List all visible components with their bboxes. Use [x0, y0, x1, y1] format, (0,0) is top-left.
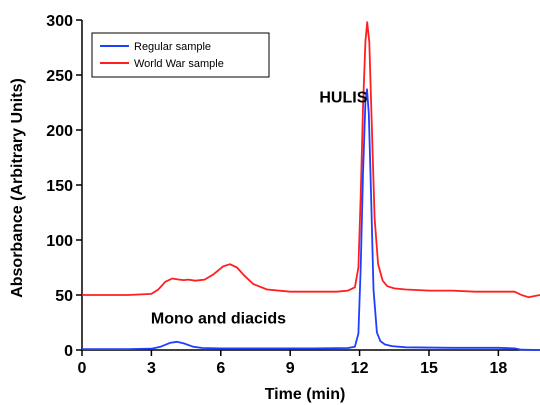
- annotations: HULIS Mono and diacids: [151, 90, 368, 328]
- legend-label-world-war: World War sample: [134, 58, 224, 70]
- annotation-hulis: HULIS: [319, 90, 367, 107]
- series-layer: [82, 21, 540, 351]
- annotation-mono-diacids: Mono and diacids: [151, 311, 286, 328]
- x-tick-label: 6: [216, 360, 225, 377]
- y-tick-label: 100: [46, 233, 73, 250]
- y-tick-label: 200: [46, 123, 73, 140]
- x-axis-title: Time (min): [265, 386, 346, 403]
- y-tick-label: 250: [46, 68, 73, 85]
- series-line-world-war: [82, 21, 540, 299]
- y-tick-label: 300: [46, 13, 73, 30]
- y-axis-title: Absorbance (Arbitrary Units): [9, 78, 26, 298]
- legend-box: [91, 32, 270, 78]
- x-tick-label: 0: [78, 360, 87, 377]
- series-line-regular: [82, 88, 540, 351]
- x-tick-label: 12: [351, 360, 369, 377]
- legend: Regular sample World War sample: [91, 32, 270, 78]
- x-tick-label: 3: [147, 360, 156, 377]
- x-tick-label: 18: [489, 360, 507, 377]
- legend-label-regular: Regular sample: [134, 41, 211, 53]
- y-axis-ticks: 0 50 100 150 200 250 300: [46, 13, 82, 360]
- x-tick-label: 15: [420, 360, 438, 377]
- x-tick-label: 9: [286, 360, 295, 377]
- x-axis-ticks: 0 3 6 9 12 15 18: [78, 350, 507, 377]
- y-tick-label: 150: [46, 178, 73, 195]
- y-tick-label: 50: [55, 288, 73, 305]
- y-tick-label: 0: [64, 343, 73, 360]
